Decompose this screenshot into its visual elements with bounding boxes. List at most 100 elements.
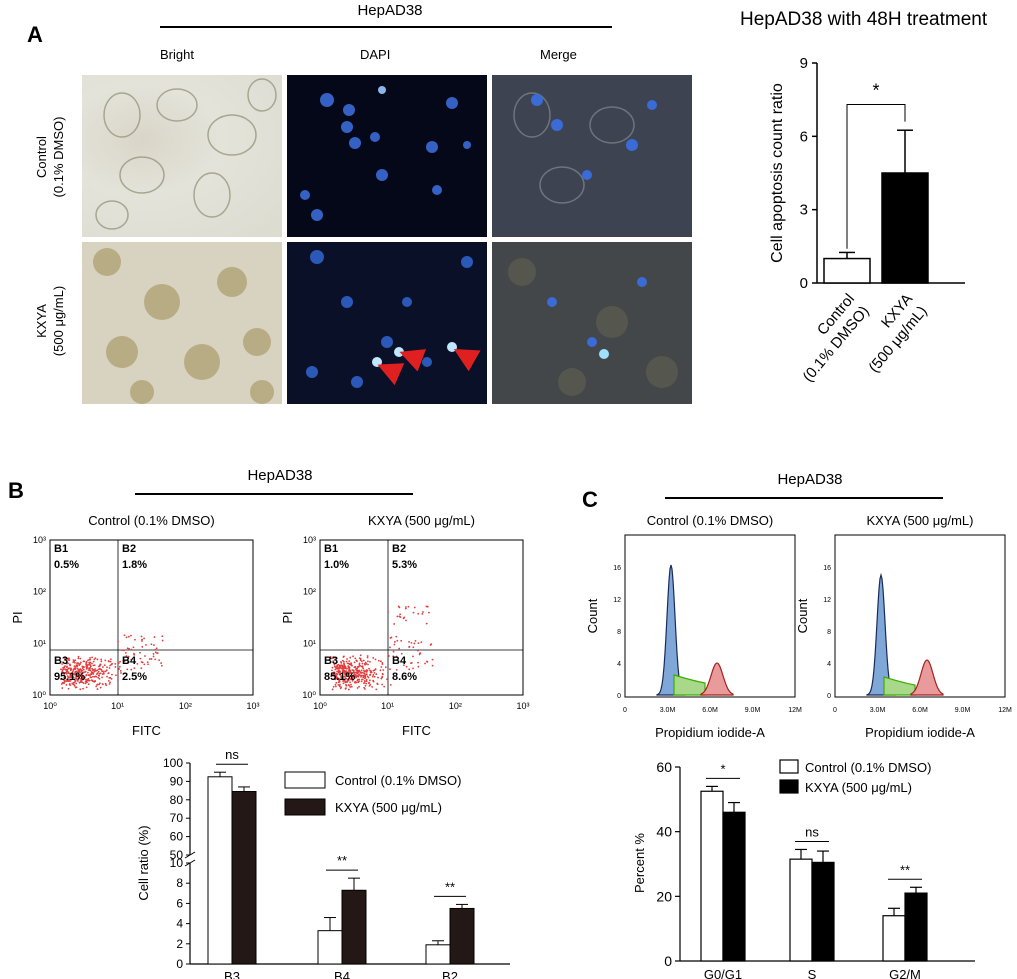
flow-dot [367, 660, 369, 663]
flow-dot [99, 686, 102, 689]
flow-dot [339, 671, 341, 673]
flow-dot [73, 678, 76, 681]
red-arrow-1 [399, 349, 427, 372]
flow-dot [355, 659, 358, 662]
flow-dot [360, 665, 363, 668]
flow-dot [109, 660, 112, 663]
flow-dot [80, 670, 83, 673]
flow-dot [343, 655, 345, 658]
flow-dot [395, 635, 398, 638]
quadrant-value-B1: 0.5% [54, 559, 79, 571]
flow-dot [104, 682, 107, 685]
flow-dot [329, 655, 332, 658]
row-label-kxya-line2: (500 μg/mL) [51, 285, 66, 357]
flow-dot [126, 647, 129, 650]
flow-dot [343, 679, 346, 682]
flow-dot [77, 671, 80, 673]
flow-dot [123, 634, 126, 637]
flow-dot [76, 667, 79, 670]
flow-dot [63, 679, 66, 682]
flow-dot [76, 665, 79, 668]
flow-dot [358, 673, 360, 676]
flow-dot [372, 669, 375, 672]
x-category-label-B2: B2 [442, 969, 458, 979]
flow-dot [404, 607, 407, 610]
flow-dot [101, 670, 104, 673]
flow-dot [392, 655, 395, 658]
panel-b-bar-chart: 50 60 70 80 90 100 0 2 4 6 8 10 B3 ns B4 ** B2 ** Cell rat… [136, 747, 510, 979]
flow-dot [363, 682, 365, 685]
row-label-control: Control (0.1% DMSO) [33, 77, 67, 237]
flow-dot [88, 679, 91, 682]
quadrant-name-B4: B4 [392, 655, 407, 667]
quadrant-name-B3: B3 [324, 655, 338, 667]
flow-dot [117, 662, 120, 664]
flow-dot [126, 661, 129, 664]
flow-dot [108, 660, 110, 663]
flow-dot [359, 664, 361, 667]
flow-dot [72, 669, 75, 671]
flow-dot [89, 669, 92, 672]
flow-dot [119, 670, 122, 672]
flow-dot [393, 623, 396, 625]
flow-dot [161, 635, 164, 638]
flow-dot [92, 669, 94, 672]
flow-dot [109, 658, 112, 661]
flow-dot [97, 676, 100, 679]
flow-dot [143, 637, 145, 640]
y-axis-label: PI [280, 611, 295, 623]
flow-dot [110, 678, 113, 680]
x-category-label: G2/M [889, 967, 921, 979]
flow-dot [332, 660, 335, 663]
g2-peak-1 [910, 659, 944, 696]
x-axis-label: Propidium iodide-A [655, 725, 765, 740]
column-label-bright: Bright [160, 47, 194, 62]
flow-dot [389, 646, 391, 649]
flow-dot [74, 671, 77, 674]
flow-dot [347, 673, 350, 676]
flow-dot [368, 667, 370, 670]
flow-dot [82, 666, 85, 668]
flow-dot [345, 681, 348, 684]
panel-c-bar-chart: 0 20 40 60 G0/G1 * Sns G2/M ** Percent % Control (… [632, 759, 975, 979]
x-category-label: S [808, 967, 817, 979]
flow-dot [353, 681, 356, 684]
y-tick-label: 9 [800, 55, 808, 72]
flow-dot [373, 671, 376, 674]
flow-dot [412, 611, 415, 614]
flow-dot [330, 657, 333, 660]
flow-dot [364, 684, 367, 687]
flow-dot [400, 652, 403, 655]
flow-dot [364, 677, 366, 680]
flow-dot [104, 659, 107, 662]
flow-dot [130, 658, 133, 661]
flow-dot [152, 653, 155, 655]
flow-dot [130, 648, 133, 651]
flow-dot [377, 676, 379, 679]
flow-dot [414, 640, 417, 642]
flow-dot [331, 674, 334, 676]
flow-dot [362, 667, 365, 670]
flow-dot [62, 671, 64, 674]
x-tick-label: 10³ [516, 701, 529, 711]
flow-dot [99, 672, 102, 675]
flow-dot [118, 665, 121, 668]
flow-dot [66, 680, 69, 683]
x-tick-label: 10² [449, 701, 462, 711]
flow-dot [358, 678, 360, 681]
quadrant-name-B2: B2 [122, 543, 136, 555]
flow-dot [60, 668, 62, 671]
flow-dot [361, 665, 364, 668]
y-tick-label: 10⁰ [302, 690, 316, 700]
flow-dot [101, 676, 103, 679]
histogram-title-1: KXYA (500 μg/mL) [867, 513, 974, 528]
flow-dot [75, 670, 78, 673]
flow-dot [338, 665, 341, 668]
flow-dot [338, 685, 341, 688]
flow-dot [68, 663, 71, 666]
y-tick-label: 20 [656, 888, 672, 904]
flow-dot [339, 683, 341, 686]
y-tick-label: 10² [33, 587, 46, 597]
panel-b-group-line [135, 493, 413, 495]
flow-dot [143, 663, 146, 666]
